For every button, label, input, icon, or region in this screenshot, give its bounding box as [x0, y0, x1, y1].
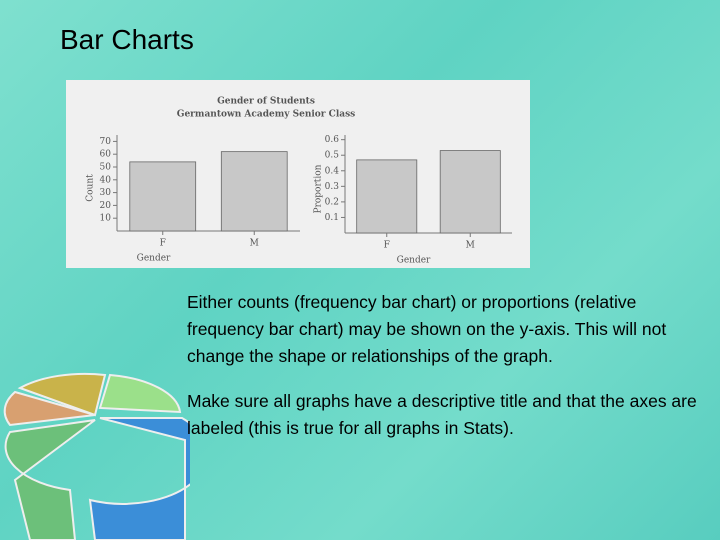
chart-image: Gender of Students Germantown Academy Sen… — [66, 80, 530, 268]
x-tick-label: M — [250, 239, 259, 249]
x-axis-label: Gender — [397, 256, 431, 266]
body-text: Either counts (frequency bar chart) or p… — [187, 289, 712, 460]
x-axis-label: Gender — [137, 254, 171, 264]
y-tick-label: 40 — [100, 175, 112, 185]
y-tick-label: 0.1 — [325, 213, 339, 223]
y-tick-label: 50 — [100, 163, 112, 173]
chart-title: Gender of Students — [217, 97, 315, 107]
y-tick-label: 0.2 — [325, 197, 339, 207]
y-tick-label: 0.3 — [325, 182, 340, 192]
y-tick-label: 0.4 — [325, 166, 340, 176]
y-tick-label: 10 — [100, 214, 112, 224]
pie-decoration — [3, 372, 190, 540]
bar — [439, 150, 501, 234]
bar — [220, 151, 288, 232]
y-tick-label: 30 — [100, 188, 112, 198]
y-axis-label: Proportion — [314, 164, 324, 213]
y-tick-label: 60 — [100, 150, 112, 160]
bar — [129, 161, 197, 232]
slide-title: Bar Charts — [60, 24, 194, 55]
chart-subtitle: Germantown Academy Senior Class — [177, 110, 355, 120]
y-tick-label: 0.5 — [325, 151, 340, 161]
x-tick-label: F — [384, 241, 390, 251]
x-tick-label: M — [466, 241, 475, 251]
y-tick-label: 20 — [100, 201, 112, 211]
bar — [356, 159, 418, 234]
x-tick-label: F — [160, 239, 166, 249]
y-axis-label: Count — [86, 174, 96, 202]
y-tick-label: 70 — [100, 137, 112, 147]
y-tick-label: 0.6 — [325, 135, 340, 145]
paragraph: Either counts (frequency bar chart) or p… — [187, 292, 667, 366]
paragraph: Make sure all graphs have a descriptive … — [187, 391, 697, 438]
